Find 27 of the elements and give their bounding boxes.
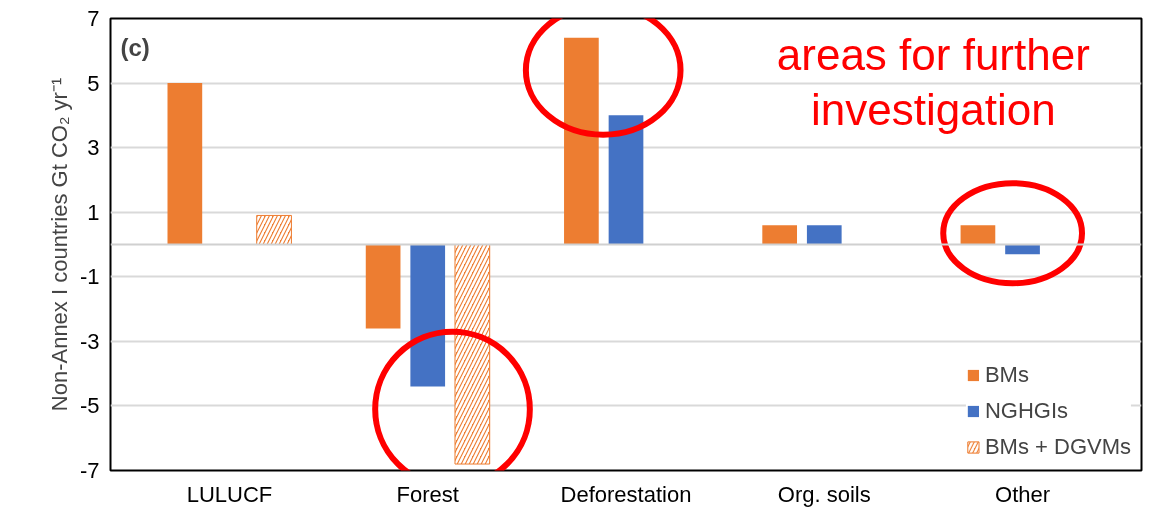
- y-axis-title: Non-Annex I countries Gt CO₂ yr⁻¹: [46, 77, 72, 412]
- y-tick-label: 7: [87, 6, 100, 31]
- bar: [608, 115, 644, 245]
- bar: [410, 244, 446, 387]
- y-tick-label: 5: [87, 70, 100, 96]
- y-tick-label: 3: [87, 135, 100, 161]
- x-tick-label: Other: [995, 481, 1051, 507]
- x-tick-label: Org. soils: [777, 481, 871, 507]
- y-tick-label: -1: [79, 264, 100, 290]
- y-tick-label: 1: [87, 199, 100, 225]
- annotation: (c): [120, 33, 150, 61]
- annotation: areas for further investigation: [776, 29, 1090, 134]
- x-tick-label: Deforestation: [560, 481, 692, 507]
- x-tick-label: LULUCF: [186, 481, 273, 507]
- bar: [167, 83, 203, 245]
- x-tick-label: Forest: [396, 481, 459, 507]
- y-tick-label: -5: [79, 393, 100, 419]
- legend-label: BMs: [984, 362, 1029, 388]
- bar: [806, 225, 842, 245]
- y-tick-label: -3: [79, 328, 100, 354]
- bar: [564, 37, 599, 245]
- bar: [960, 225, 996, 245]
- legend-label: NGHGIs: [984, 398, 1069, 424]
- bar: [365, 244, 401, 329]
- legend-label: BMs + DGVMs: [984, 434, 1131, 460]
- bar: [762, 225, 798, 245]
- y-tick-label: -7: [79, 458, 100, 483]
